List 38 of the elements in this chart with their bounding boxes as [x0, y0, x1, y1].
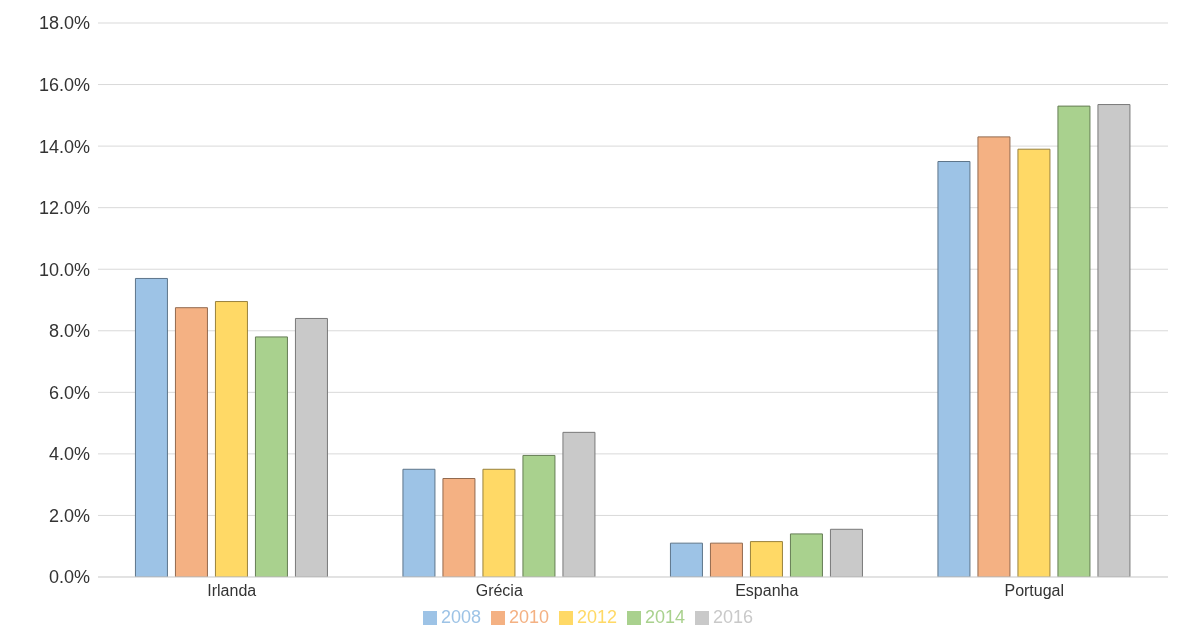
bar	[669, 542, 703, 577]
legend-label: 2010	[508, 607, 549, 627]
x-tick-label: Irlanda	[207, 582, 257, 600]
y-tick-label: 6.0%	[48, 382, 90, 403]
y-tick-label: 10.0%	[38, 259, 90, 280]
bar	[1057, 105, 1091, 577]
legend-label: 2014	[645, 607, 686, 627]
bar	[174, 307, 208, 577]
legend-label: 2008	[440, 607, 481, 627]
legend-label: 2012	[576, 607, 618, 627]
y-tick-label: 0.0%	[48, 567, 90, 588]
y-tick-label: 2.0%	[48, 505, 90, 526]
y-tick-label: 18.0%	[38, 13, 90, 34]
bar	[789, 533, 823, 577]
bar	[937, 161, 971, 577]
x-tick-label: Grécia	[475, 582, 523, 600]
bar	[482, 468, 516, 577]
x-tick-label: Espanha	[735, 582, 799, 600]
bar	[442, 478, 476, 577]
y-tick-label: 12.0%	[38, 198, 90, 219]
x-tick-label: Portugal	[1004, 582, 1065, 600]
bar	[402, 468, 436, 577]
bar	[977, 136, 1011, 577]
bar	[134, 277, 168, 577]
y-tick-label: 4.0%	[48, 444, 90, 465]
bar	[562, 431, 596, 577]
bar	[522, 454, 556, 577]
bar	[749, 541, 783, 577]
bar	[214, 301, 248, 577]
bar	[1017, 148, 1051, 577]
bar	[709, 542, 743, 577]
bar	[254, 336, 288, 577]
y-tick-label: 14.0%	[38, 136, 90, 157]
y-tick-label: 8.0%	[48, 321, 90, 342]
bar	[1097, 104, 1131, 577]
y-tick-label: 16.0%	[38, 74, 90, 95]
bar	[294, 317, 328, 577]
bar	[829, 528, 863, 577]
